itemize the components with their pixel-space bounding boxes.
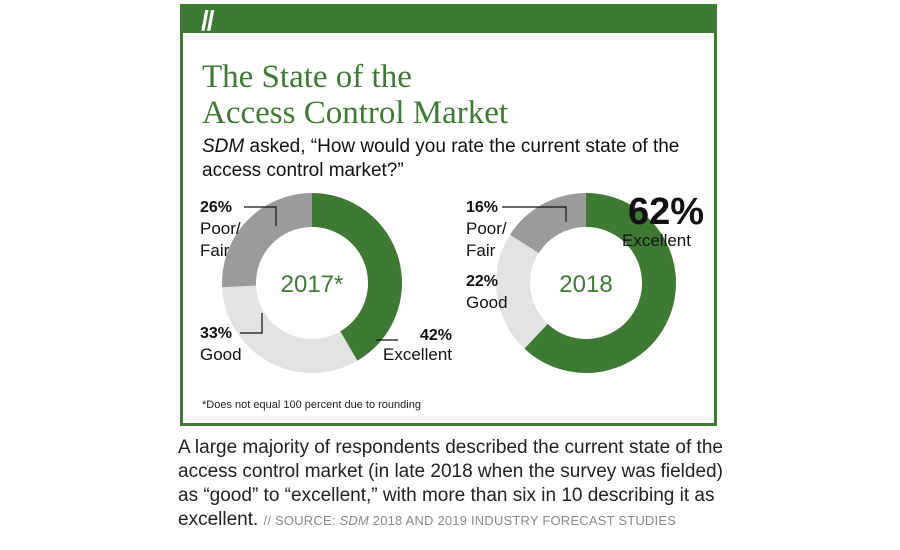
title-line-1: The State of the: [202, 59, 412, 95]
data-label-name: Excellent: [383, 345, 452, 364]
data-label-name: Fair: [466, 241, 496, 260]
footnote: *Does not equal 100 percent due to round…: [202, 399, 421, 411]
data-label-value: 42%: [420, 327, 452, 344]
source-italic: SDM: [339, 513, 369, 528]
data-label-name: Excellent: [622, 231, 691, 250]
data-label-name: Good: [466, 293, 508, 312]
slice-good: [496, 234, 548, 349]
data-label-name: Good: [200, 345, 242, 364]
source-rest: 2018 AND 2019 INDUSTRY FORECAST STUDIES: [368, 513, 677, 528]
donut-center-label: 2018: [559, 271, 612, 298]
subtitle-rest: asked, “How would you rate the current s…: [202, 136, 680, 181]
slice-good: [222, 285, 358, 373]
leader-line: [240, 313, 263, 334]
header-bar: //: [183, 5, 714, 36]
data-label-name: Poor/: [466, 219, 507, 238]
donut-center-label: 2017*: [281, 271, 344, 298]
data-label-name: Fair: [200, 241, 230, 260]
donut-2: [496, 193, 676, 373]
slice-excellent: [524, 193, 676, 373]
caption-text: A large majority of respondents describe…: [178, 437, 723, 530]
subtitle-italic: SDM: [202, 136, 245, 157]
data-label-value: 62%: [628, 191, 704, 233]
chart-title: The State of the Access Control Market: [202, 59, 508, 131]
slice-poor-fair: [510, 193, 586, 253]
source-line: // SOURCE: SDM 2018 AND 2019 INDUSTRY FO…: [264, 513, 677, 528]
donut-1: [222, 193, 402, 373]
data-label-value: 22%: [466, 273, 498, 290]
caption: A large majority of respondents describe…: [178, 436, 738, 533]
slice-excellent: [312, 193, 402, 361]
data-label-value: 33%: [200, 325, 232, 342]
slice-poor-fair: [222, 193, 312, 288]
leader-line: [502, 206, 567, 222]
chart-subtitle: SDM asked, “How would you rate the curre…: [202, 135, 702, 183]
data-label-name: Poor/: [200, 219, 241, 238]
source-prefix: // SOURCE:: [263, 513, 340, 528]
title-line-2: Access Control Market: [202, 95, 509, 131]
header-slashes: //: [201, 5, 214, 36]
data-label-value: 26%: [200, 199, 232, 216]
data-label-value: 16%: [466, 199, 498, 216]
leader-line: [244, 206, 277, 226]
